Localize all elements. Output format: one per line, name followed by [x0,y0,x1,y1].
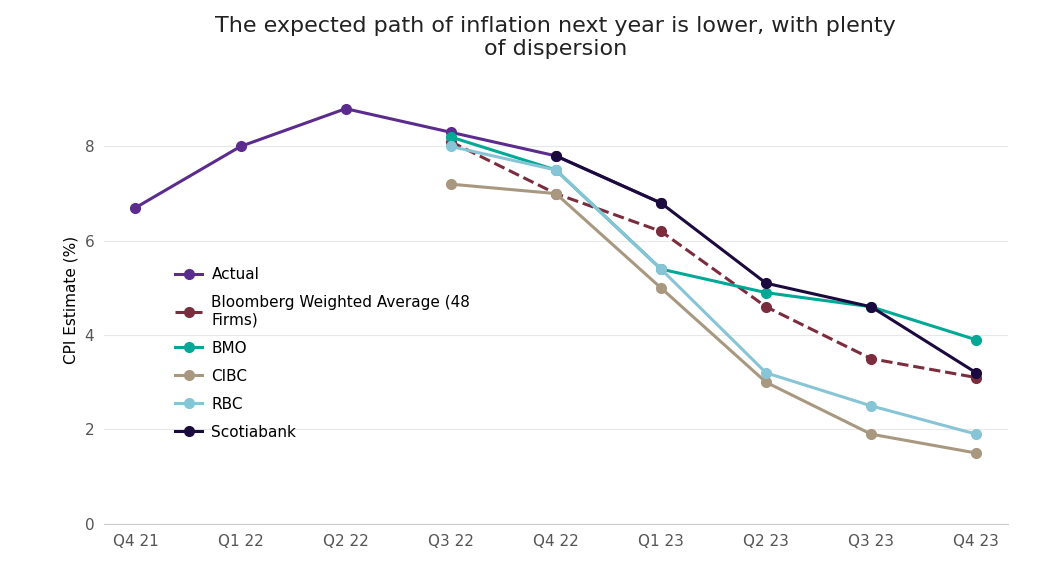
BMO [445,133,457,140]
BMO [864,303,877,310]
Line: CIBC: CIBC [446,179,981,458]
Actual [129,204,141,211]
RBC [760,370,772,377]
Scotiabank [760,280,772,287]
Line: Actual: Actual [131,104,666,212]
Line: Bloomberg Weighted Average (48
Firms): Bloomberg Weighted Average (48 Firms) [446,137,981,382]
CIBC [655,285,667,292]
Scotiabank [655,200,667,207]
BMO [550,166,562,173]
CIBC [864,431,877,438]
Title: The expected path of inflation next year is lower, with plenty
of dispersion: The expected path of inflation next year… [215,16,897,59]
Scotiabank [970,370,983,377]
Bloomberg Weighted Average (48
Firms) [760,303,772,310]
Line: Scotiabank: Scotiabank [551,151,981,378]
Legend: Actual, Bloomberg Weighted Average (48
Firms), BMO, CIBC, RBC, Scotiabank: Actual, Bloomberg Weighted Average (48 F… [175,267,471,439]
Bloomberg Weighted Average (48
Firms) [655,228,667,235]
CIBC [445,180,457,187]
Actual [445,129,457,136]
Actual [235,143,247,150]
Actual [655,200,667,207]
CIBC [760,379,772,386]
CIBC [550,190,562,197]
BMO [970,336,983,343]
RBC [445,143,457,150]
Bloomberg Weighted Average (48
Firms) [864,355,877,362]
Actual [550,152,562,159]
RBC [864,402,877,409]
BMO [760,289,772,296]
Line: RBC: RBC [446,141,981,439]
Scotiabank [864,303,877,310]
Line: BMO: BMO [446,132,981,345]
Scotiabank [550,152,562,159]
Bloomberg Weighted Average (48
Firms) [550,190,562,197]
RBC [970,431,983,438]
Actual [340,105,352,112]
CIBC [970,449,983,456]
Bloomberg Weighted Average (48
Firms) [445,138,457,145]
Bloomberg Weighted Average (48
Firms) [970,374,983,381]
RBC [550,166,562,173]
RBC [655,265,667,272]
BMO [655,265,667,272]
Y-axis label: CPI Estimate (%): CPI Estimate (%) [63,236,79,364]
